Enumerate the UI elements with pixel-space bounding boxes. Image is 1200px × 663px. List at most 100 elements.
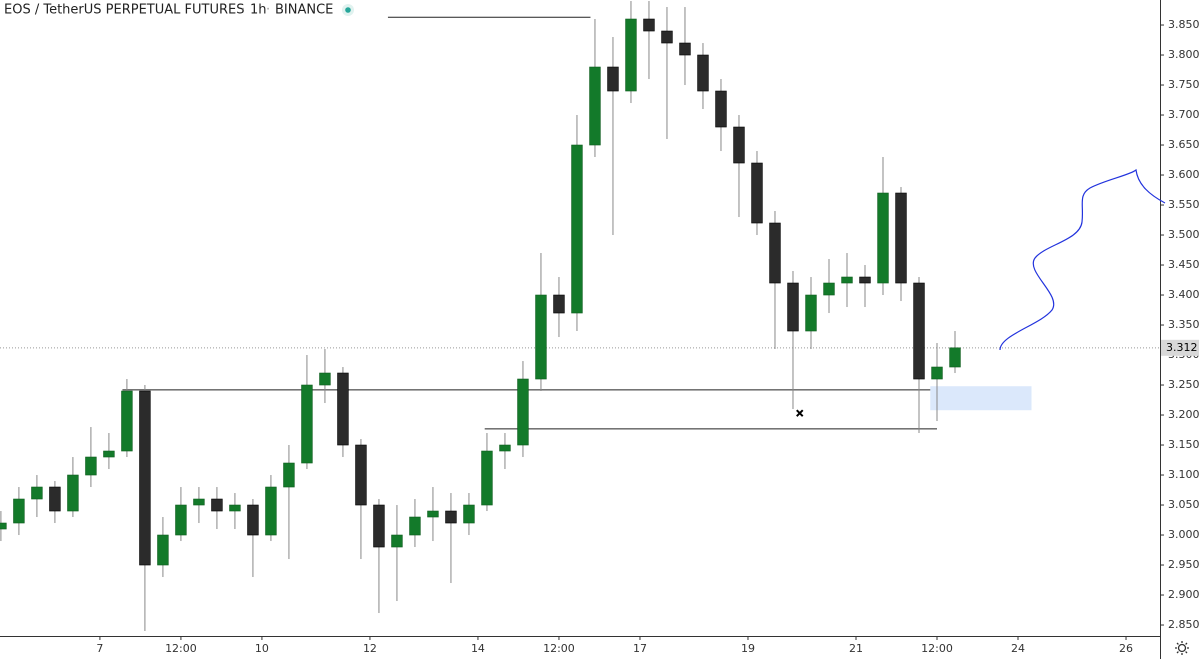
y-tick-label: 3.400	[1168, 288, 1200, 301]
y-tick-label: 3.200	[1168, 408, 1200, 421]
candle-body	[895, 192, 907, 284]
candle-body	[175, 504, 187, 536]
y-tick-label: 3.000	[1168, 528, 1200, 541]
x-tick-label: 7	[96, 642, 103, 655]
candle-body	[283, 462, 295, 488]
candle-body	[157, 534, 169, 566]
candle-body	[805, 294, 817, 332]
candle-body	[535, 294, 547, 380]
separator: ·	[266, 3, 270, 18]
candle-body	[265, 486, 277, 536]
candle-body	[715, 90, 727, 128]
candle-body	[427, 510, 439, 518]
candle-body	[733, 126, 745, 164]
candle-body	[751, 162, 763, 224]
candle-body	[103, 450, 115, 458]
last-price-label: 3.312	[1166, 341, 1198, 354]
x-tick-label: 12:00	[921, 642, 953, 655]
status-dot[interactable]	[345, 7, 351, 13]
projection-path	[999, 168, 1166, 351]
x-tick-label: 12:00	[543, 642, 575, 655]
candle-body	[229, 504, 241, 512]
candle-body	[823, 282, 835, 296]
y-tick-label: 3.050	[1168, 498, 1200, 511]
y-tick-label: 3.550	[1168, 198, 1200, 211]
candle-body	[679, 42, 691, 56]
candle-body	[49, 486, 61, 512]
separator: ·	[241, 3, 245, 18]
candle-body	[211, 498, 223, 512]
candle-body	[445, 510, 457, 524]
candle-body	[661, 30, 673, 44]
candle-body	[337, 372, 349, 446]
y-tick-label: 3.350	[1168, 318, 1200, 331]
candle-body	[949, 347, 961, 368]
x-tick-label: 24	[1011, 642, 1025, 655]
candle-body	[859, 276, 871, 284]
candle-body	[301, 384, 313, 464]
y-tick-label: 3.850	[1168, 18, 1200, 31]
candle-body	[697, 54, 709, 92]
symbol-title: EOS / TetherUS PERPETUAL FUTURES	[4, 3, 244, 18]
candle-body	[481, 450, 493, 506]
candle-body	[877, 192, 889, 284]
y-tick-label: 2.950	[1168, 558, 1200, 571]
y-tick-label: 3.800	[1168, 48, 1200, 61]
y-tick-label: 2.850	[1168, 618, 1200, 631]
y-tick-label: 3.100	[1168, 468, 1200, 481]
y-tick-label: 3.750	[1168, 78, 1200, 91]
plot-area	[0, 1, 1160, 632]
candle-body	[589, 66, 601, 146]
candle-body	[517, 378, 529, 446]
x-marker	[796, 409, 804, 417]
y-tick-label: 3.650	[1168, 138, 1200, 151]
candle-body	[373, 504, 385, 548]
title-bar: EOS / TetherUS PERPETUAL FUTURES · 1h · …	[4, 3, 354, 18]
y-tick-label: 3.700	[1168, 108, 1200, 121]
candle-body	[787, 282, 799, 332]
x-tick-label: 26	[1119, 642, 1133, 655]
x-tick-label: 10	[255, 642, 269, 655]
x-tick-label: 21	[849, 642, 863, 655]
x-tick-label: 17	[633, 642, 647, 655]
y-tick-label: 3.150	[1168, 438, 1200, 451]
candle-body	[121, 390, 133, 452]
x-tick-label: 12:00	[165, 642, 197, 655]
demand-zone	[930, 386, 1032, 411]
candle-body	[553, 294, 565, 314]
candle-body	[499, 444, 511, 452]
candle-body	[913, 282, 925, 380]
candle-body	[67, 474, 79, 512]
candle-body	[31, 486, 43, 500]
candle-body	[643, 18, 655, 32]
y-tick-label: 2.900	[1168, 588, 1200, 601]
candle-body	[409, 516, 421, 536]
candle-body	[463, 504, 475, 524]
candle-body	[139, 390, 151, 566]
x-tick-label: 12	[363, 642, 377, 655]
candle-body	[247, 504, 259, 536]
candle-body	[769, 222, 781, 284]
x-tick-label: 14	[471, 642, 485, 655]
y-tick-label: 3.600	[1168, 168, 1200, 181]
y-tick-label: 3.250	[1168, 378, 1200, 391]
candle-body	[841, 276, 853, 284]
exchange: BINANCE	[275, 3, 333, 18]
interval: 1h	[250, 3, 267, 18]
candle-body	[571, 144, 583, 314]
candle-body	[607, 66, 619, 92]
candle-body	[931, 366, 943, 380]
settings-icon[interactable]	[1175, 641, 1189, 655]
candle-body	[85, 456, 97, 476]
y-tick-label: 3.500	[1168, 228, 1200, 241]
y-tick-label: 3.450	[1168, 258, 1200, 271]
x-tick-label: 19	[741, 642, 755, 655]
candle-body	[319, 372, 331, 386]
candle-body	[13, 498, 25, 524]
candle-body	[625, 18, 637, 92]
candle-body	[0, 522, 7, 530]
last-price-badge	[1161, 339, 1199, 356]
candle-body	[355, 444, 367, 506]
candle-body	[391, 534, 403, 548]
